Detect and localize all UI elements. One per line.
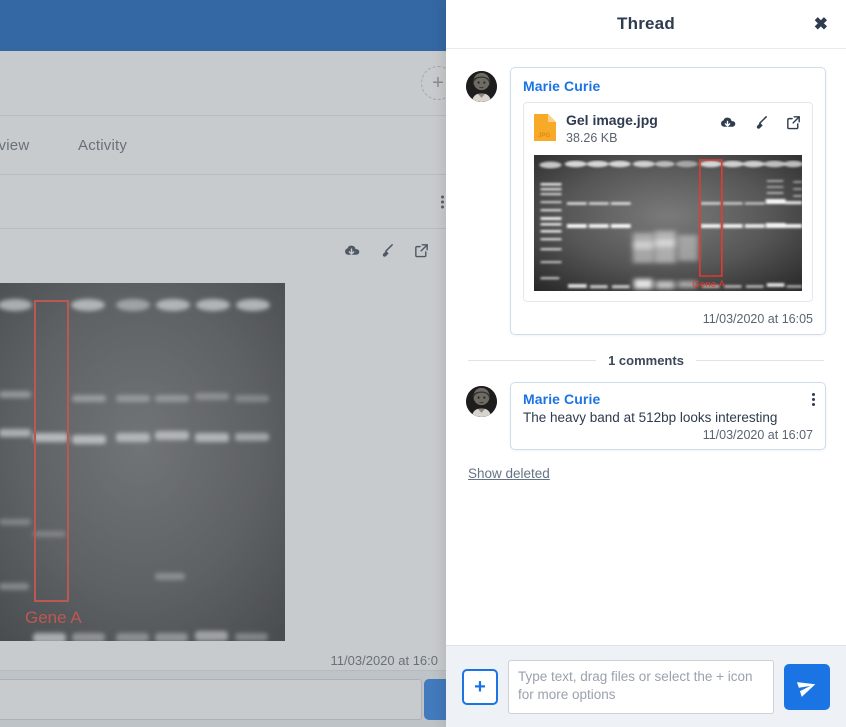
background-item-row <box>0 175 446 229</box>
file-thumbnail[interactable]: Gene A <box>534 155 802 291</box>
file-attachment-card[interactable]: JPG Gel image.jpg 38.26 KB <box>523 102 813 302</box>
show-deleted-link[interactable]: Show deleted <box>468 466 550 481</box>
background-timestamp: 11/03/2020 at 16:0 <box>330 653 438 668</box>
background-gel-image: Gene A <box>0 283 285 641</box>
comments-divider: 1 comments <box>468 353 824 368</box>
comment-author[interactable]: Marie Curie <box>523 391 601 407</box>
file-size: 38.26 KB <box>566 131 618 145</box>
background-toolbar: + <box>0 51 455 116</box>
open-external-icon[interactable] <box>413 242 430 259</box>
file-action-buttons <box>719 112 802 131</box>
background-file-actions <box>0 229 446 271</box>
svg-text:Gene A: Gene A <box>692 279 726 289</box>
download-icon[interactable] <box>343 242 360 259</box>
message-author[interactable]: Marie Curie <box>523 78 601 94</box>
close-icon[interactable]: ✖ <box>813 14 828 34</box>
panel-title: Thread <box>617 14 675 33</box>
comment-timestamp: 11/03/2020 at 16:07 <box>702 428 813 442</box>
add-options-button[interactable]: + <box>462 668 498 705</box>
svg-text:Gene A: Gene A <box>25 608 82 627</box>
message-timestamp: 11/03/2020 at 16:05 <box>702 312 813 326</box>
divider-line-right <box>695 360 824 361</box>
send-button[interactable] <box>784 663 830 710</box>
divider-line-left <box>468 360 597 361</box>
modal-dimmer <box>0 0 446 727</box>
tab-overview[interactable]: eview <box>0 136 30 154</box>
thread-panel-body: Marie Curie JPG Gel imag <box>446 49 846 645</box>
thread-panel: Thread ✖ <box>446 0 846 727</box>
thread-panel-header: Thread ✖ <box>446 0 846 49</box>
comments-count: 1 comments <box>608 353 684 368</box>
send-icon <box>796 681 816 697</box>
avatar <box>466 386 497 417</box>
thread-message: Marie Curie JPG Gel imag <box>466 67 826 335</box>
app-header-bar <box>0 0 446 51</box>
open-external-icon[interactable] <box>785 114 802 131</box>
avatar <box>466 71 497 102</box>
svg-text:JPG: JPG <box>538 133 550 139</box>
comment-text: The heavy band at 512bp looks interestin… <box>523 410 778 425</box>
background-composer-input[interactable] <box>0 679 422 720</box>
message-card: Marie Curie JPG Gel imag <box>510 67 826 335</box>
thread-composer: + <box>446 645 846 727</box>
background-tabs: eview Activity <box>0 116 446 175</box>
tab-activity[interactable]: Activity <box>78 136 128 154</box>
more-vertical-icon[interactable] <box>441 195 444 208</box>
comment-item: Marie Curie The heavy band at 512bp look… <box>466 382 826 450</box>
comment-card: Marie Curie The heavy band at 512bp look… <box>510 382 826 450</box>
annotate-brush-icon[interactable] <box>378 242 395 259</box>
message-input[interactable] <box>508 659 774 714</box>
file-name: Gel image.jpg <box>566 112 658 128</box>
annotate-brush-icon[interactable] <box>752 114 769 131</box>
more-vertical-icon[interactable] <box>810 391 817 408</box>
download-icon[interactable] <box>719 114 736 131</box>
jpg-file-icon: JPG <box>534 114 556 146</box>
background-image-panel: Gene A 11/03/2020 at 16:0 <box>0 271 446 668</box>
